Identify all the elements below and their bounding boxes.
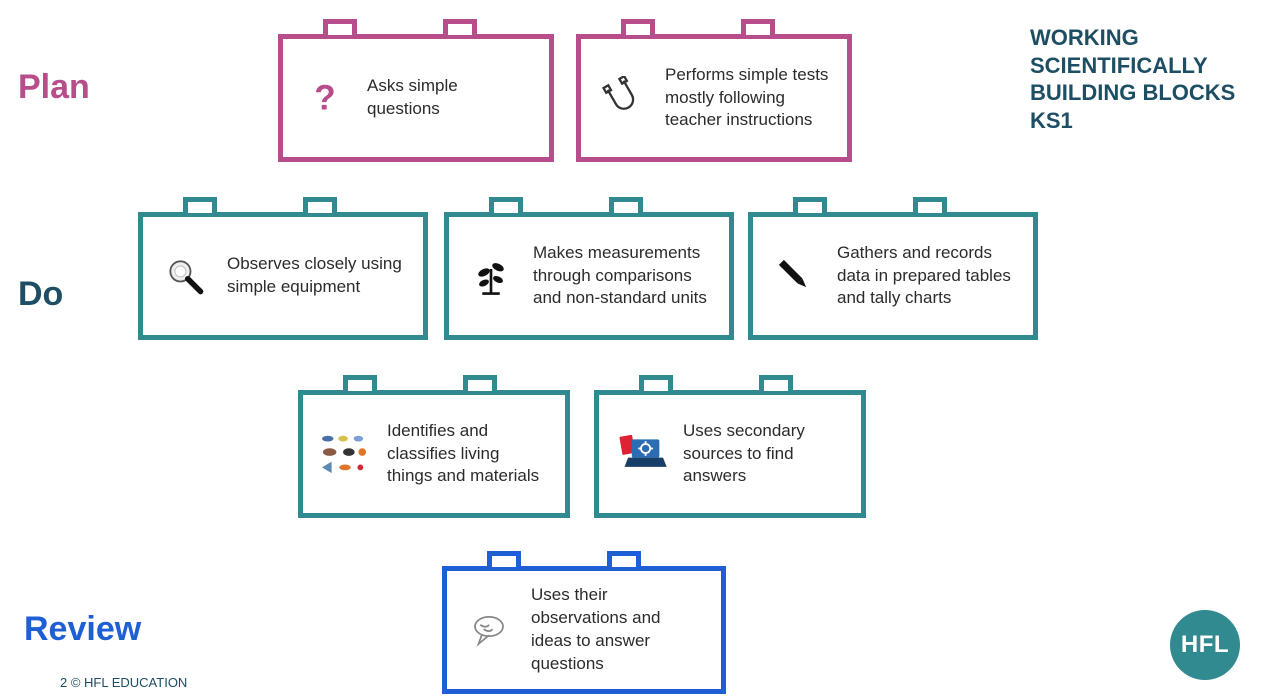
section-label-plan: Plan xyxy=(18,68,90,107)
block-text: Asks simple questions xyxy=(367,75,531,121)
block-do-3: Gathers and records data in prepared tab… xyxy=(748,212,1038,340)
block-do-4: Identifies and classifies living things … xyxy=(298,390,570,518)
section-label-do: Do xyxy=(18,275,63,314)
animals-icon xyxy=(317,426,373,482)
footer-copyright: 2 © HFL EDUCATION xyxy=(60,675,187,690)
block-text: Uses secondary sources to find answers xyxy=(683,420,843,489)
block-text: Identifies and classifies living things … xyxy=(387,420,547,489)
block-stud xyxy=(463,375,497,391)
block-stud xyxy=(303,197,337,213)
section-label-review: Review xyxy=(24,610,141,649)
laptop-icon xyxy=(613,426,669,482)
block-stud xyxy=(913,197,947,213)
page-title: WORKING SCIENTIFICALLY BUILDING BLOCKS K… xyxy=(1030,24,1240,134)
pencil-icon xyxy=(767,248,823,304)
block-text: Gathers and records data in prepared tab… xyxy=(837,242,1015,311)
block-do-1: Observes closely using simple equipment xyxy=(138,212,428,340)
plant-icon xyxy=(463,248,519,304)
svg-text:?: ? xyxy=(314,79,335,118)
block-plan-2: Performs simple tests mostly following t… xyxy=(576,34,852,162)
block-do-2: Makes measurements through comparisons a… xyxy=(444,212,734,340)
block-stud xyxy=(759,375,793,391)
hfl-logo: HFL xyxy=(1170,610,1240,680)
speech-icon xyxy=(461,602,517,658)
block-stud xyxy=(343,375,377,391)
block-stud xyxy=(323,19,357,35)
block-stud xyxy=(607,551,641,567)
question-icon: ? xyxy=(297,70,353,126)
block-stud xyxy=(741,19,775,35)
block-text: Makes measurements through comparisons a… xyxy=(533,242,711,311)
block-stud xyxy=(487,551,521,567)
block-text: Performs simple tests mostly following t… xyxy=(665,64,829,133)
block-do-5: Uses secondary sources to find answers xyxy=(594,390,866,518)
block-text: Observes closely using simple equipment xyxy=(227,253,405,299)
magnet-icon xyxy=(595,70,651,126)
block-stud xyxy=(621,19,655,35)
block-stud xyxy=(489,197,523,213)
block-stud xyxy=(793,197,827,213)
block-stud xyxy=(609,197,643,213)
block-review-1: Uses their observations and ideas to ans… xyxy=(442,566,726,694)
block-stud xyxy=(183,197,217,213)
block-stud xyxy=(443,19,477,35)
block-text: Uses their observations and ideas to ans… xyxy=(531,584,703,676)
block-stud xyxy=(639,375,673,391)
magnifier-icon xyxy=(157,248,213,304)
block-plan-1: ? Asks simple questions xyxy=(278,34,554,162)
